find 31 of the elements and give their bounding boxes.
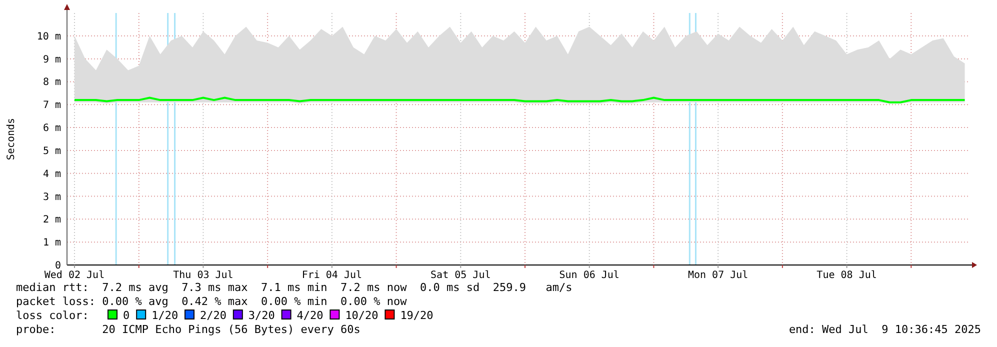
x-tick-label: Thu 03 Jul — [173, 270, 234, 281]
y-tick-label: 3 m — [42, 192, 61, 203]
text: packet loss: 0.00 % avg 0.42 % max 0.00 % min 0.00 % now — [16, 295, 408, 308]
text: end: Wed Jul 9 10:36:45 2025 — [788, 323, 981, 336]
y-tick-label: 6 m — [42, 123, 61, 134]
x-tick-label: Mon 07 Jul — [688, 270, 748, 281]
y-tick-label: 9 m — [42, 54, 61, 66]
y-tick-label: 10 m — [36, 31, 61, 42]
x-tick-label: Fri 04 Jul — [302, 270, 362, 281]
y-tick-label: 5 m — [42, 146, 61, 157]
y-tick-label: 4 m — [42, 168, 61, 180]
x-tick-label: Sun 06 Jul — [559, 270, 620, 281]
legend-title: loss color: — [16, 309, 89, 322]
y-axis-title: Seconds — [6, 118, 17, 160]
x-tick-label: Wed 02 Jul — [44, 270, 105, 281]
legend-label: 10/20 — [345, 309, 378, 322]
text: probe: 20 ICMP Echo Pings (56 Bytes) every 60s — [16, 323, 360, 336]
y-tick-label: 2 m — [42, 214, 61, 226]
y-tick-label: 0 — [54, 260, 61, 272]
legend-label: 3/20 — [248, 309, 275, 322]
legend-label: 1/20 — [152, 309, 178, 322]
legend-label: 0 — [123, 309, 130, 322]
text: median rtt: 7.2 ms avg 7.3 ms max 7.1 ms min 7.2 ms now 0.0 ms sd 259.9 am/s — [16, 281, 572, 294]
y-tick-label: 7 m — [42, 100, 61, 112]
y-tick-label: 1 m — [42, 238, 61, 249]
x-tick-label: Sat 05 Jul — [430, 270, 491, 281]
y-tick-label: 8 m — [42, 77, 61, 88]
legend-label: 19/20 — [400, 309, 434, 322]
legend-label: 4/20 — [296, 309, 324, 322]
legend-label: 2/20 — [200, 309, 226, 322]
x-tick-label: Tue 08 Jul — [816, 270, 877, 281]
